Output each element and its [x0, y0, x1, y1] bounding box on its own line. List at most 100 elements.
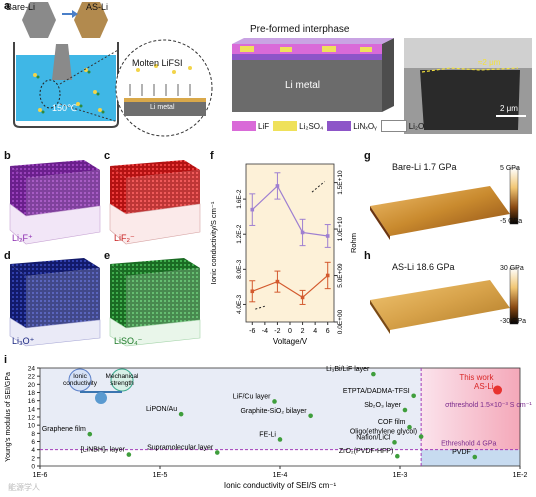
panel-a-label: a: [4, 0, 11, 12]
axis-arrow-left-icon: [253, 305, 266, 311]
interphase-lif: [232, 44, 382, 54]
scatter-point: [407, 424, 412, 430]
sem-scale-label: 2 μm: [500, 104, 518, 113]
bare-li-electrode: [22, 2, 56, 38]
scatter-point: [392, 440, 397, 445]
watermark: 能源学人: [8, 483, 40, 492]
y-tick-label-right: 1.5E+10: [337, 170, 344, 195]
y-tick-label: 14: [28, 406, 36, 413]
panel-a-illustration: [13, 2, 532, 137]
tof-sims-c: [109, 160, 201, 245]
scatter-point-label: COF film: [378, 419, 406, 426]
y-tick-label-right: 1.0E+10: [337, 216, 344, 241]
x-tick-label: 1E-3: [393, 472, 408, 479]
panel-g-label: g: [364, 150, 371, 162]
beaker: [13, 42, 119, 128]
x-tick-label: -4: [262, 328, 268, 335]
y-tick-label: 8.0E-3: [236, 259, 243, 279]
x-tick-label: 1E-5: [153, 472, 168, 479]
y-tick-label: 18: [28, 390, 36, 397]
y-axis-label-left: Ionic conductivity/S cm⁻¹: [209, 201, 218, 284]
sigma-threshold-label: σthreshold 1.5×10⁻³ S cm⁻¹: [445, 402, 532, 409]
colorbar-h-bottom: -30 GPa: [500, 318, 527, 325]
scatter-point-label: ETPTA/DADMA-TFSI: [343, 388, 410, 395]
colorbar-g-top: 5 GPa: [500, 165, 520, 172]
scatter-point-label: Oligo(ethylene glycol): [350, 429, 417, 436]
x-tick-label: 6: [326, 328, 330, 335]
y-tick-label: 20: [28, 382, 36, 389]
ion-label-b: Li₂F⁺: [12, 233, 33, 243]
low-region: [40, 449, 422, 466]
afm-panels: [370, 167, 519, 334]
x-tick-label: 1E-2: [513, 472, 528, 479]
sem-layer-thickness: ≈2 μm: [478, 58, 501, 67]
x-tick-label: 4: [313, 328, 317, 335]
y-tick-label: 12: [28, 415, 36, 422]
panel-h-label: h: [364, 250, 371, 262]
molten-lifsi-label: Molten LiFSI: [132, 58, 183, 68]
data-point: [300, 295, 305, 300]
dipped-electrode: [52, 44, 72, 80]
y-tick-label: 10: [28, 423, 36, 430]
data-point: [300, 230, 305, 235]
y-tick-label: 0: [31, 464, 35, 471]
x-tick-label: -2: [274, 328, 280, 335]
scatter-point-label: Graphite-SiO₂ bilayer: [240, 408, 307, 415]
panel-d-label: d: [4, 250, 11, 262]
y-axis-label-right: Rohm: [349, 233, 358, 253]
scatter-point-label: FE-Li: [259, 431, 276, 438]
scatter-point: [395, 453, 400, 459]
data-point: [325, 273, 330, 278]
li-metal-center-label: Li metal: [285, 80, 321, 91]
legend-item: LiF: [232, 120, 269, 132]
colorbar-h-top: 30 GPa: [500, 265, 524, 272]
panel-f-chart: -6 -4 -2 0 2 4 6 Voltage/V 4.0E-3 8.0E-3 1.2E-2 1.6…: [209, 163, 358, 346]
data-point: [250, 289, 255, 294]
y-axis-label: Young's modulus of SEI/GPa: [5, 372, 12, 462]
x-tick-label: -6: [249, 328, 255, 335]
x-tick-label: 2: [301, 328, 305, 335]
y-tick-label: 4.0E-3: [236, 294, 243, 314]
panel-i-label: i: [4, 354, 8, 366]
inset-ionic-label-2: conductivity: [63, 380, 98, 387]
legend-item: LiNₓOᵧ: [327, 120, 377, 132]
scatter-point: [272, 399, 277, 404]
this-work-label: AS-Li: [474, 382, 494, 391]
series-line-0: [251, 184, 328, 237]
scatter-point-label: ZrO₂(PVDF-HFP): [339, 448, 393, 455]
bare-li-label: Bare-Li: [6, 2, 36, 12]
y-tick-label-right: 0.0E+00: [337, 309, 344, 334]
panel-e-label: e: [104, 250, 111, 262]
x-axis-label: Voltage/V: [273, 337, 308, 346]
y-tick-label: 8: [31, 431, 35, 438]
scatter-point: [411, 393, 416, 399]
li-metal-left-label: Li metal: [150, 104, 175, 111]
scatter-point: [472, 454, 478, 460]
this-work-label: This work: [459, 373, 494, 382]
scatter-point: [402, 407, 408, 413]
x-tick-label: 0: [288, 328, 292, 335]
scatter-point-label: Sb₂O₃ layer: [364, 402, 401, 409]
data-point: [325, 234, 330, 238]
data-point: [275, 279, 280, 284]
scatter-point: [87, 431, 93, 437]
y-tick-label: 4: [31, 447, 35, 454]
y-tick-label: 24: [28, 366, 36, 373]
plot-area: [245, 163, 335, 323]
afm-surface-g: [370, 186, 510, 236]
panel-b-label: b: [4, 150, 11, 162]
afm-surface-h: [370, 280, 510, 330]
y-tick-label: 1.6E-2: [236, 189, 243, 209]
colorbar-h: [509, 267, 519, 325]
inset-ionic-label: Ionic: [73, 373, 87, 380]
scatter-point-label: Li₃Bi/LiF layer: [326, 366, 370, 373]
zoom-circle: [39, 79, 61, 109]
phase-legend: LiF Li₂SO₄ LiNₓOᵧ Li₂O: [232, 120, 424, 132]
colorbar-g-bottom: -5 GPa: [500, 218, 523, 225]
data-point: [250, 207, 255, 212]
scatter-point-label: LiPON/Au: [146, 406, 177, 413]
x-tick-label: 1E-4: [273, 472, 288, 479]
panel-c-label: c: [104, 150, 111, 162]
y-tick-label: 16: [28, 398, 36, 405]
li-metal-slab: [232, 60, 382, 112]
